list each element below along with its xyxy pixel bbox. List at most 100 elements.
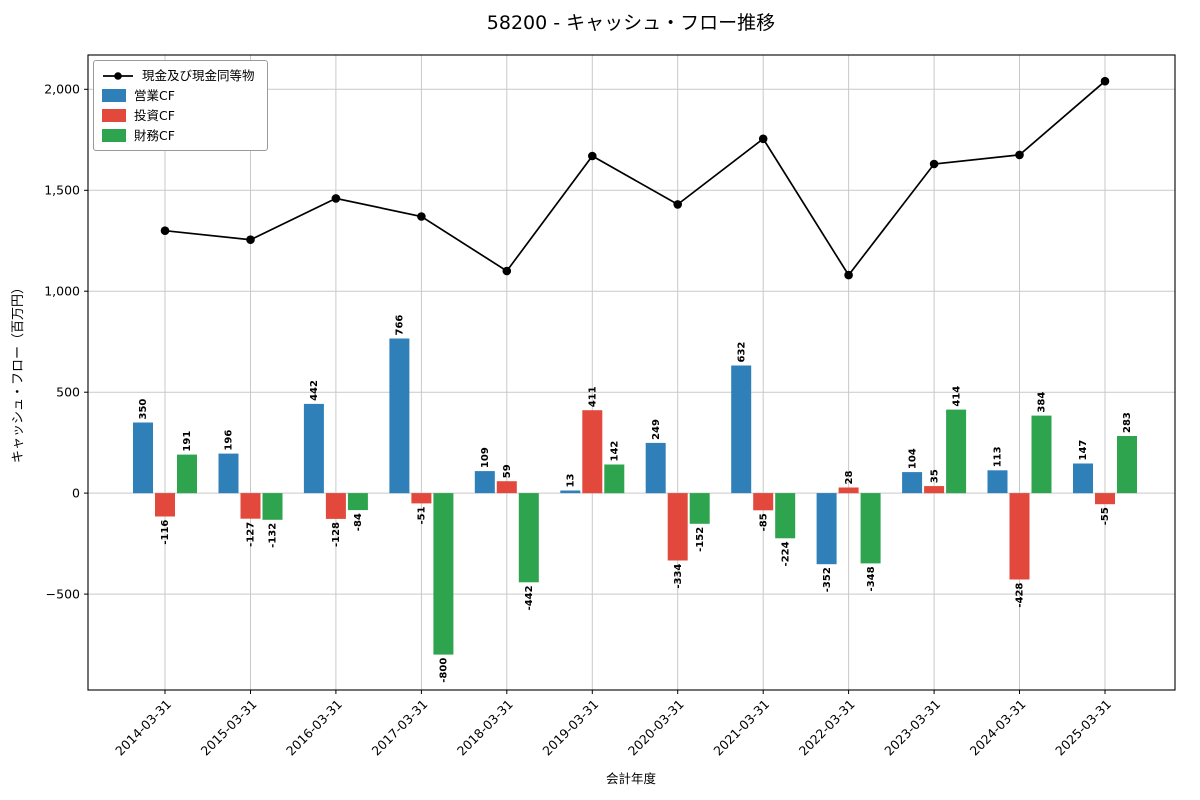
bar xyxy=(753,493,774,511)
bar xyxy=(582,410,603,494)
svg-text:-132: -132 xyxy=(268,523,279,548)
line-marker xyxy=(673,200,682,209)
bar xyxy=(645,442,666,494)
bar xyxy=(1031,415,1052,494)
svg-text:-800: -800 xyxy=(439,658,450,683)
svg-text:−500: −500 xyxy=(46,586,80,601)
legend-color-swatch xyxy=(102,109,126,122)
bar xyxy=(689,493,710,524)
svg-text:13: 13 xyxy=(566,474,577,488)
svg-text:-428: -428 xyxy=(1015,583,1026,608)
legend-color-swatch xyxy=(102,89,126,102)
line-marker-icon xyxy=(103,71,133,80)
bar xyxy=(838,487,859,494)
bar xyxy=(560,490,581,494)
svg-text:2,000: 2,000 xyxy=(44,82,80,97)
bar xyxy=(1009,493,1030,580)
svg-text:2015-03-31: 2015-03-31 xyxy=(198,697,260,759)
svg-text:2016-03-31: 2016-03-31 xyxy=(283,697,345,759)
bar xyxy=(1073,463,1093,494)
bar xyxy=(987,470,1008,494)
svg-text:249: 249 xyxy=(651,419,662,440)
svg-text:2023-03-31: 2023-03-31 xyxy=(881,697,943,759)
line-marker xyxy=(844,270,853,280)
bar-value-labels: 350 196 442 766 109 13 249 632 -352 104 113 147 -116… xyxy=(138,315,1133,683)
svg-text:191: 191 xyxy=(182,431,193,452)
bar xyxy=(816,493,837,565)
legend-item-label: 営業CF xyxy=(134,88,175,103)
bar xyxy=(411,493,432,504)
svg-text:2022-03-31: 2022-03-31 xyxy=(796,697,858,759)
svg-text:500: 500 xyxy=(56,385,80,400)
svg-text:350: 350 xyxy=(138,399,149,420)
legend: 現金及び現金同等物営業CF 投資CF 財務CF xyxy=(93,60,268,151)
bar xyxy=(604,464,625,494)
svg-text:1,000: 1,000 xyxy=(44,284,80,299)
legend-item-investing-cf: 投資CF xyxy=(102,108,255,123)
svg-text:766: 766 xyxy=(395,315,406,336)
bar xyxy=(218,453,239,494)
svg-text:113: 113 xyxy=(993,446,1004,467)
legend-item-cash-and-equivalents: 現金及び現金同等物 xyxy=(102,68,255,83)
svg-text:-224: -224 xyxy=(780,541,791,566)
legend-item-label: 投資CF xyxy=(134,108,175,123)
line-marker xyxy=(758,134,768,144)
svg-text:2020-03-31: 2020-03-31 xyxy=(625,697,687,759)
svg-text:414: 414 xyxy=(951,386,962,407)
x-tick-labels: 2014-03-31 2015-03-31 2016-03-31 2017-03-31… xyxy=(112,697,1114,759)
svg-text:-128: -128 xyxy=(331,522,342,547)
svg-text:2025-03-31: 2025-03-31 xyxy=(1052,697,1114,759)
svg-text:-442: -442 xyxy=(524,585,535,610)
axis-ticks xyxy=(84,88,1106,694)
svg-text:632: 632 xyxy=(736,342,747,363)
svg-text:2018-03-31: 2018-03-31 xyxy=(454,697,516,759)
bar xyxy=(496,481,517,494)
bar xyxy=(433,493,454,655)
line-marker xyxy=(1100,76,1110,86)
bar xyxy=(775,493,796,539)
svg-text:147: 147 xyxy=(1078,440,1089,461)
bar xyxy=(902,472,923,494)
svg-text:109: 109 xyxy=(480,447,491,468)
line-marker xyxy=(160,226,170,235)
svg-text:2017-03-31: 2017-03-31 xyxy=(369,697,431,759)
chart-title: 58200 - キャッシュ・フロー推移 xyxy=(487,12,775,34)
bar xyxy=(860,493,881,564)
x-axis-title: 会計年度 xyxy=(606,771,657,786)
svg-text:35: 35 xyxy=(929,469,940,483)
bar xyxy=(1117,436,1137,494)
svg-text:0: 0 xyxy=(72,485,80,500)
bar xyxy=(731,365,752,494)
svg-text:-55: -55 xyxy=(1100,507,1111,525)
bar xyxy=(347,493,368,511)
svg-text:1,500: 1,500 xyxy=(44,183,80,198)
svg-text:142: 142 xyxy=(610,441,621,462)
svg-text:-334: -334 xyxy=(673,564,684,589)
svg-text:28: 28 xyxy=(844,471,855,485)
line-marker xyxy=(502,266,512,276)
svg-text:2021-03-31: 2021-03-31 xyxy=(710,697,772,759)
bar xyxy=(946,409,967,494)
svg-text:2024-03-31: 2024-03-31 xyxy=(967,697,1029,759)
legend-item-financing-cf: 財務CF xyxy=(102,128,255,143)
svg-text:2019-03-31: 2019-03-31 xyxy=(539,697,601,759)
bar xyxy=(303,403,324,494)
line-marker xyxy=(417,212,426,221)
svg-text:283: 283 xyxy=(1122,412,1133,433)
svg-text:196: 196 xyxy=(224,430,235,451)
svg-text:411: 411 xyxy=(588,386,599,407)
bar xyxy=(667,493,688,561)
svg-text:2014-03-31: 2014-03-31 xyxy=(112,697,174,759)
legend-item-operating-cf: 営業CF xyxy=(102,88,255,103)
line-marker xyxy=(929,159,939,169)
svg-text:104: 104 xyxy=(907,448,918,469)
svg-text:-85: -85 xyxy=(758,513,769,531)
bar xyxy=(133,422,153,494)
legend-color-swatch xyxy=(102,129,126,142)
legend-item-label: 現金及び現金同等物 xyxy=(142,68,255,83)
gridlines xyxy=(88,55,1175,690)
svg-text:-152: -152 xyxy=(695,527,706,552)
line-marker xyxy=(331,194,341,203)
